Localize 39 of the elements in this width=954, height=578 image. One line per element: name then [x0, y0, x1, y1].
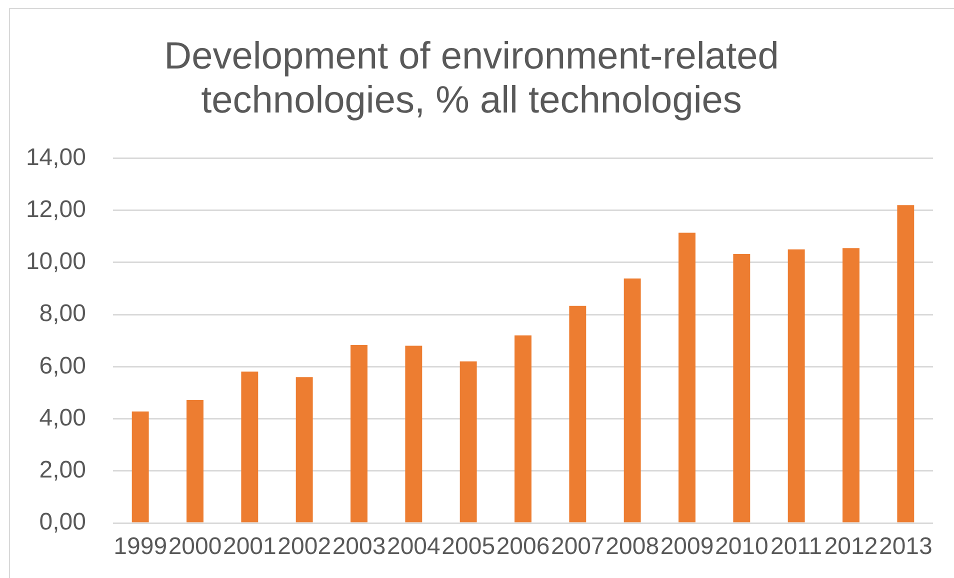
y-tick-label: 14,00: [26, 144, 86, 171]
bar: [514, 335, 532, 522]
bar: [296, 377, 313, 522]
chart-title: Development of environment-related technologies, % all technologies: [164, 36, 779, 122]
x-tick-label: 2001: [222, 533, 276, 560]
y-tick-label: 6,00: [39, 352, 86, 380]
y-tick-label: 2,00: [39, 456, 86, 484]
x-tick-label: 2003: [332, 533, 386, 560]
bar: [241, 372, 258, 522]
x-tick-label: 2008: [606, 533, 660, 560]
x-tick-label: 2013: [878, 533, 932, 560]
x-tick-label: 2004: [386, 533, 440, 560]
bar: [733, 254, 750, 522]
x-tick-label: 2005: [442, 533, 496, 560]
bar: [788, 249, 805, 522]
x-tick-label: 2006: [496, 533, 550, 560]
y-tick-label: 0,00: [39, 508, 86, 536]
bar: [897, 205, 914, 522]
bar: [624, 278, 641, 522]
y-tick-label: 8,00: [39, 300, 86, 328]
x-tick-label: 2002: [278, 533, 332, 560]
bar: [186, 400, 204, 522]
bar: [350, 345, 368, 522]
x-tick-label: 2010: [714, 533, 768, 560]
x-tick-label: 2012: [824, 533, 878, 560]
y-tick-label: 4,00: [39, 404, 86, 432]
bar: [842, 248, 860, 522]
x-tick-label: 2000: [168, 533, 222, 560]
bar: [132, 411, 149, 522]
bar: [460, 361, 477, 522]
x-tick-label: 2007: [550, 533, 604, 560]
x-tick-label: 2011: [770, 533, 822, 560]
bar: [678, 232, 696, 522]
y-tick-label: 12,00: [26, 196, 86, 223]
bar: [569, 306, 586, 522]
y-tick-label: 10,00: [26, 248, 86, 276]
x-tick-label: 2009: [660, 533, 714, 560]
x-tick-label: 1999: [114, 533, 168, 560]
bar: [405, 346, 422, 522]
